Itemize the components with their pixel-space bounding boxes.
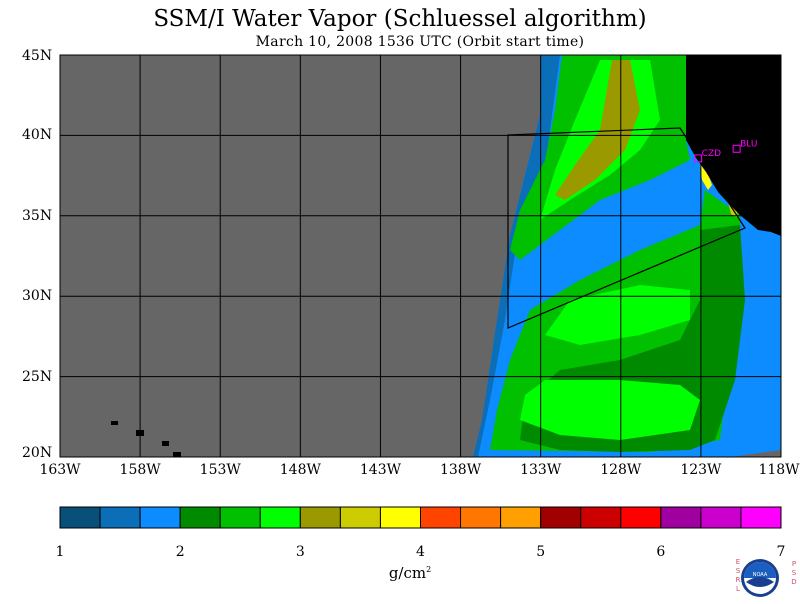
latitude-label: 35N: [22, 207, 53, 224]
colorbar-segment: [660, 506, 702, 529]
latitude-label: 40N: [22, 127, 53, 144]
station-label: BLU: [740, 139, 757, 149]
latitude-label: 30N: [22, 288, 53, 305]
latitude-label: 20N: [22, 445, 53, 461]
station-markers: CZD BLU: [694, 139, 757, 163]
longitude-label: 138W: [439, 462, 482, 478]
swath-olive-band: [555, 60, 640, 200]
longitude-label: 163W: [39, 462, 81, 478]
longitude-label: 123W: [680, 462, 722, 478]
longitude-label: 158W: [119, 462, 161, 478]
colorbar-segment: [179, 506, 221, 529]
latitude-label: 45N: [22, 48, 53, 64]
colorbar-segment: [99, 506, 141, 529]
logo-letter: E: [735, 558, 741, 566]
map-frame: [59, 54, 782, 458]
svg-text:NOAA: NOAA: [753, 572, 768, 578]
colorbar: [59, 506, 782, 529]
colorbar-segment: [620, 506, 662, 529]
map-title: SSM/I Water Vapor (Schluessel algorithm): [153, 6, 647, 32]
swath-east-blue: [740, 230, 781, 300]
latitude-label: 25N: [22, 368, 53, 385]
colorbar-segment: [59, 506, 101, 529]
colorbar-segment: [259, 506, 301, 529]
colorbar-segment: [580, 506, 622, 529]
colorbar-unit-label: g/cm2: [388, 564, 432, 582]
logo-letter: D: [791, 578, 797, 586]
logo-letter: P: [791, 560, 797, 568]
swath-bright-mid: [545, 285, 690, 345]
colorbar-tick-label: 2: [175, 544, 185, 560]
colorbar-segment: [339, 506, 381, 529]
colorbar-tick-label: 5: [536, 544, 546, 560]
station-marker: [694, 154, 703, 163]
longitude-label: 153W: [199, 462, 241, 478]
logo-letter: S: [735, 567, 741, 575]
colorbar-segment: [139, 506, 181, 529]
colorbar-segment: [740, 506, 782, 529]
colorbar-segment: [299, 506, 341, 529]
noaa-logo-icon: NOAA: [741, 559, 779, 597]
colorbar-segment: [219, 506, 261, 529]
longitude-label: 148W: [279, 462, 321, 478]
logo-letter: S: [791, 569, 797, 577]
colorbar-segment: [500, 506, 542, 529]
longitude-label: 118W: [758, 462, 800, 478]
colorbar-tick-label: 1: [55, 544, 65, 560]
longitude-label: 128W: [600, 462, 642, 478]
logo-letter: R: [735, 576, 741, 584]
colorbar-tick-label: 4: [416, 544, 425, 560]
longitude-label: 143W: [359, 462, 401, 478]
colorbar-segment: [379, 506, 422, 529]
swath-dark-west: [473, 55, 560, 457]
longitude-label: 133W: [520, 462, 562, 478]
logo-letter: L: [736, 585, 740, 593]
colorbar-segment: [540, 506, 582, 529]
coastal-yellow: [700, 165, 712, 190]
swath-blue-mid: [510, 160, 705, 300]
station-marker: [732, 144, 741, 153]
analysis-region-outline: [507, 127, 746, 329]
noaa-esrl-logo: NOAA: [734, 556, 800, 600]
colorbar-segment: [700, 506, 742, 529]
colorbar-tick-label: 6: [656, 544, 666, 560]
map-subtitle: March 10, 2008 1536 UTC (Orbit start tim…: [255, 34, 585, 50]
colorbar-segment: [420, 506, 462, 529]
colorbar-segment: [460, 506, 502, 529]
colorbar-tick-label: 3: [295, 544, 305, 560]
station-label: CZD: [702, 149, 721, 159]
colorbar-tick-label: 7: [776, 544, 786, 560]
swath-bright-south: [520, 380, 700, 440]
